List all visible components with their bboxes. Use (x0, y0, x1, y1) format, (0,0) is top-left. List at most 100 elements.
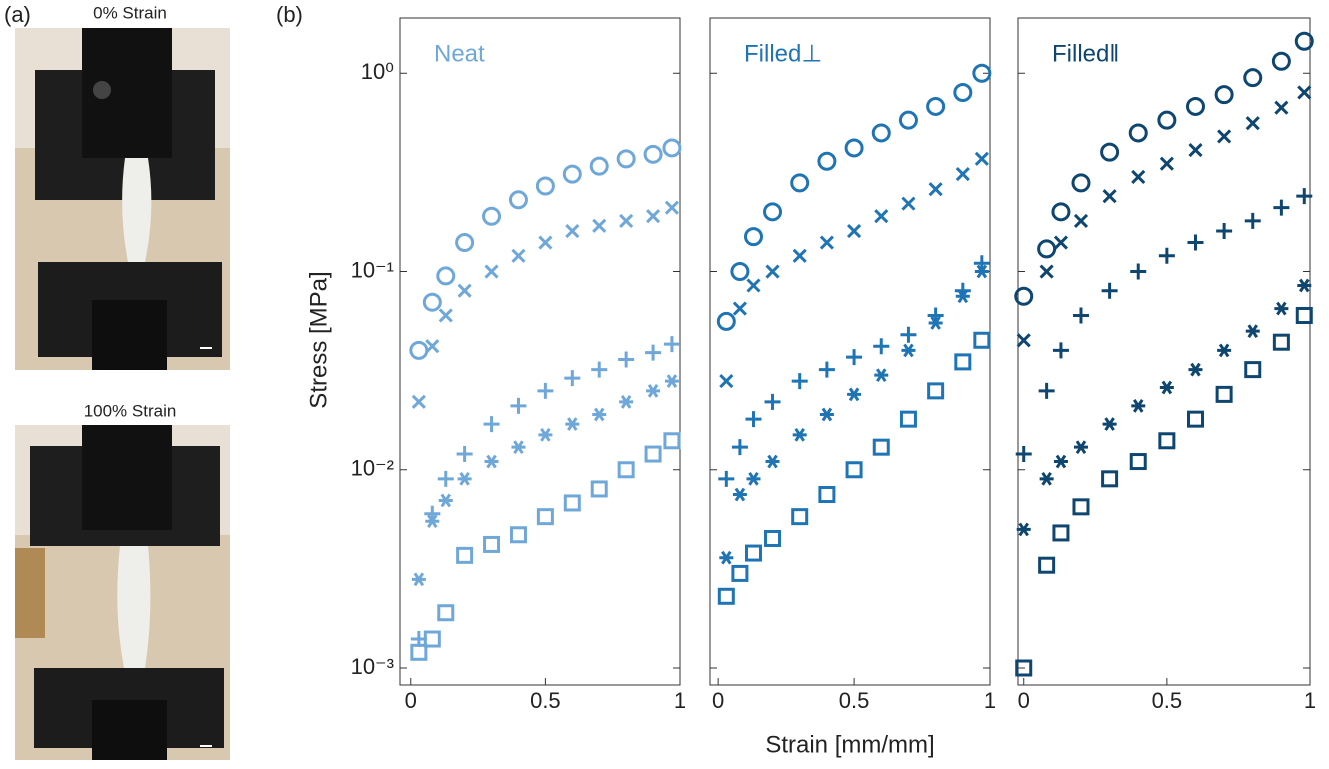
marker (619, 395, 634, 409)
marker (955, 289, 970, 304)
marker (1072, 498, 1090, 516)
marker (1296, 188, 1313, 205)
marker (482, 206, 502, 226)
marker (873, 338, 890, 355)
marker (743, 227, 763, 247)
panel-label: (b) (276, 2, 303, 27)
marker (1217, 129, 1232, 144)
marker (792, 248, 807, 263)
marker (955, 167, 970, 182)
marker (819, 235, 834, 250)
marker (872, 438, 890, 456)
marker (438, 493, 453, 508)
marker (409, 340, 429, 360)
marker (765, 264, 780, 279)
marker (1102, 417, 1117, 431)
marker (436, 266, 456, 286)
marker (954, 353, 972, 371)
marker (746, 471, 761, 486)
marker (1214, 85, 1234, 105)
marker (1294, 31, 1314, 51)
y-tick-label: 10⁻¹ (351, 257, 394, 282)
panel-title: Filled⊥ (744, 40, 822, 67)
marker (974, 151, 989, 166)
marker (818, 486, 836, 504)
marker (1072, 307, 1089, 324)
marker (538, 235, 553, 250)
marker (562, 164, 582, 184)
marker (664, 374, 679, 388)
marker (973, 331, 991, 349)
photo-caption: 0% Strain (93, 3, 167, 22)
marker (731, 564, 749, 582)
marker (511, 248, 526, 263)
marker (1217, 343, 1232, 358)
marker (764, 393, 781, 410)
marker (899, 410, 917, 428)
plot-frame (399, 17, 681, 686)
marker (791, 373, 808, 390)
marker (1073, 213, 1089, 228)
marker (719, 374, 734, 389)
marker (1188, 142, 1203, 158)
marker (565, 417, 580, 431)
marker (646, 209, 661, 224)
marker (731, 439, 748, 456)
panel-title: Neat (434, 40, 485, 67)
marker (1051, 202, 1071, 222)
marker (1187, 234, 1204, 251)
marker (1100, 142, 1120, 162)
marker (457, 471, 472, 486)
marker (425, 339, 440, 354)
marker (791, 508, 809, 526)
marker (509, 526, 527, 544)
marker (1052, 524, 1070, 542)
photo-caption: 100% Strain (84, 401, 177, 420)
marker (927, 382, 945, 400)
marker (1038, 556, 1056, 574)
marker (411, 394, 426, 409)
marker (1130, 263, 1147, 280)
marker (926, 96, 946, 116)
marker (592, 407, 607, 422)
marker (730, 262, 750, 282)
marker (1245, 324, 1260, 339)
marker (792, 428, 807, 442)
marker (565, 223, 580, 239)
marker (1185, 96, 1205, 116)
marker (438, 308, 453, 323)
marker (732, 487, 747, 502)
panel-label: (a) (4, 2, 31, 27)
marker (744, 544, 762, 562)
marker (664, 200, 679, 215)
marker (1272, 333, 1290, 351)
photo (15, 28, 230, 370)
marker (592, 218, 607, 233)
marker (871, 123, 891, 143)
marker (1131, 399, 1146, 413)
marker (716, 311, 736, 331)
marker (790, 173, 810, 193)
marker (538, 428, 553, 442)
marker (591, 361, 608, 378)
photo (15, 425, 230, 760)
marker (1244, 212, 1261, 229)
marker (1129, 453, 1147, 471)
marker (535, 176, 555, 196)
marker (928, 316, 943, 330)
marker (1159, 380, 1174, 395)
x-tick-label: 1 (984, 688, 996, 713)
marker (1215, 385, 1233, 403)
marker (928, 182, 943, 197)
marker (1188, 362, 1203, 377)
marker (1073, 440, 1088, 454)
marker (817, 151, 837, 171)
marker (972, 63, 992, 83)
x-axis-label: Strain [mm/mm] (765, 731, 934, 758)
marker (510, 397, 527, 414)
marker (1037, 239, 1057, 259)
marker (662, 138, 682, 158)
plot-frame (709, 17, 991, 686)
y-tick-label: 10⁻³ (351, 654, 394, 679)
marker (1186, 410, 1204, 428)
